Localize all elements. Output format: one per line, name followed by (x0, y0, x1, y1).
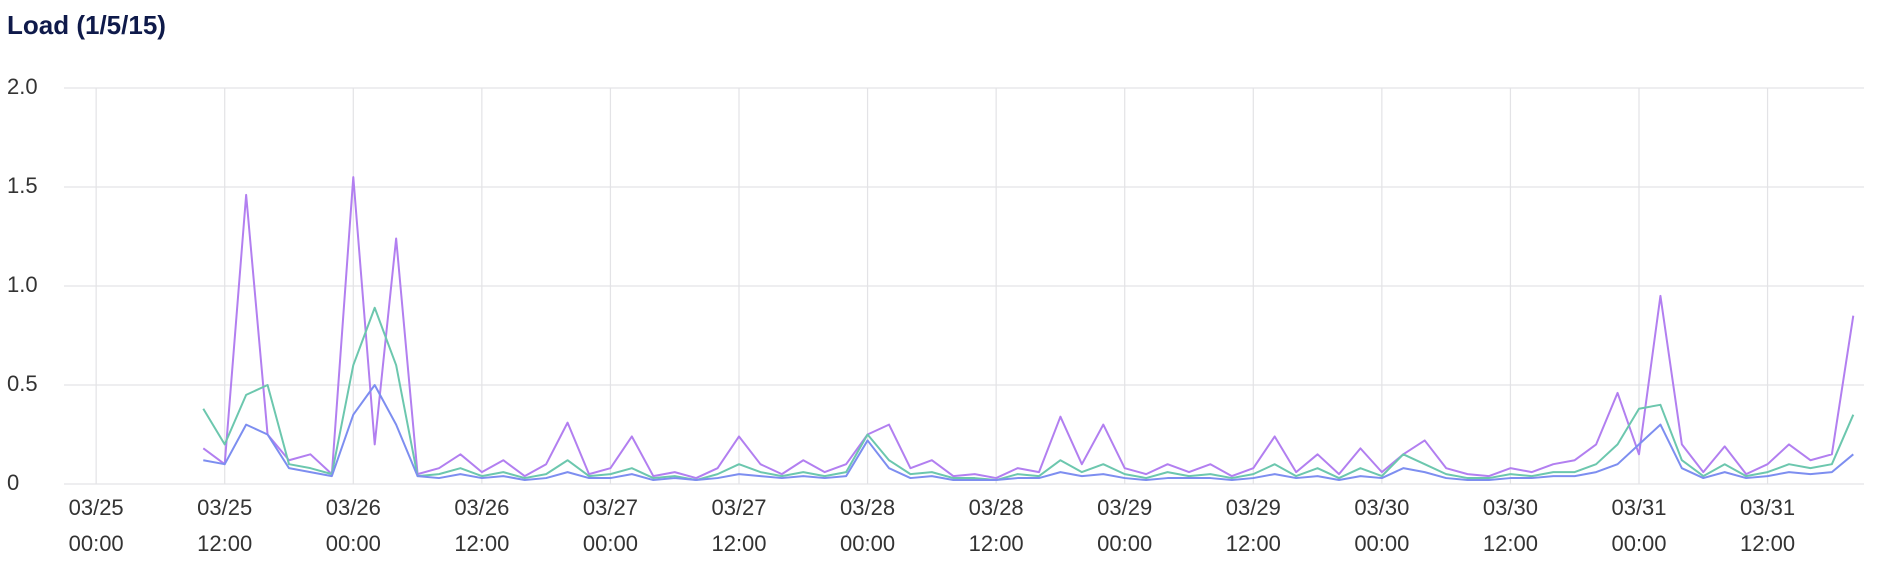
x-tick-label: 03/31 00:00 (1611, 495, 1667, 556)
y-tick-label: 0 (7, 470, 19, 495)
y-tick-label: 1.0 (7, 272, 38, 297)
series-line (202, 306, 1855, 482)
series-line (203, 384, 1854, 482)
x-tick-label: 03/30 12:00 (1482, 495, 1538, 556)
series-line (202, 176, 1855, 480)
x-tick-label: 03/28 12:00 (968, 495, 1024, 556)
x-tick-label: 03/26 12:00 (454, 495, 510, 556)
x-tick-label: 03/25 12:00 (197, 495, 253, 556)
x-tick-label: 03/29 00:00 (1097, 495, 1153, 556)
x-tick-label: 03/26 00:00 (325, 495, 381, 556)
y-tick-label: 2.0 (7, 74, 38, 99)
chart-title: Load (1/5/15) (7, 10, 166, 40)
x-tick-label: 03/27 12:00 (711, 495, 767, 556)
y-tick-label: 0.5 (7, 371, 38, 396)
x-tick-label: 03/29 12:00 (1225, 495, 1281, 556)
x-tick-label: 03/31 12:00 (1740, 495, 1796, 556)
y-tick-label: 1.5 (7, 173, 38, 198)
x-tick-label: 03/25 00:00 (68, 495, 124, 556)
x-tick-label: 03/30 00:00 (1354, 495, 1410, 556)
x-tick-label: 03/27 00:00 (582, 495, 638, 556)
x-tick-label: 03/28 00:00 (840, 495, 896, 556)
